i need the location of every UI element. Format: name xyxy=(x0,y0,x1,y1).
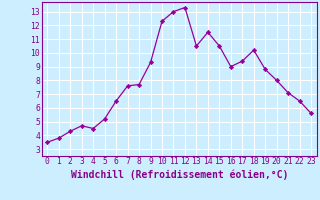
X-axis label: Windchill (Refroidissement éolien,°C): Windchill (Refroidissement éolien,°C) xyxy=(70,169,288,180)
